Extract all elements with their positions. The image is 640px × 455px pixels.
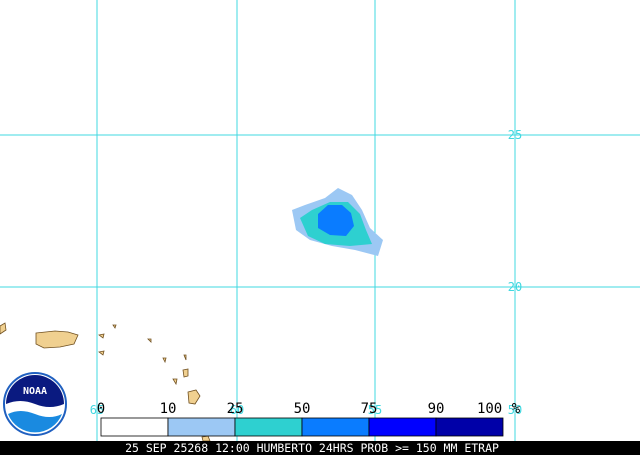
contour-50 — [318, 205, 354, 236]
colorbar-segment — [234, 417, 303, 437]
colorbar-label: 10 — [160, 401, 177, 417]
island — [187, 389, 201, 405]
noaa-logo: NOAA — [3, 372, 67, 436]
colorbar — [100, 417, 504, 437]
island — [98, 324, 117, 339]
lat-label: 20 — [508, 280, 522, 294]
colorbar-label: 90 — [428, 401, 445, 417]
lon-label: 60 — [230, 403, 244, 417]
colorbar-label: 50 — [294, 401, 311, 417]
lon-label: 55 — [368, 403, 382, 417]
logo-text: NOAA — [23, 386, 47, 397]
lat-label: 25 — [508, 128, 522, 142]
land — [0, 322, 211, 442]
logo-top — [6, 375, 64, 407]
lon-label: 50 — [508, 403, 522, 417]
footer-band — [0, 441, 640, 455]
island — [0, 322, 7, 335]
colorbar-segment — [301, 417, 370, 437]
colorbar-label: 75 — [361, 401, 378, 417]
colorbar-label: 25 — [227, 401, 244, 417]
island — [98, 338, 187, 364]
colorbar-segment — [100, 417, 169, 437]
colorbar-unit: % — [512, 401, 521, 417]
logo-bottom — [8, 411, 62, 433]
colorbar-segment — [167, 417, 236, 437]
island — [35, 330, 79, 349]
probability-area — [292, 188, 383, 256]
colorbar-label: 0 — [97, 401, 105, 417]
colorbar-labels: 0 10 25 50 75 90 100 — [97, 401, 502, 417]
grid-labels: 25 20 65 60 55 50 — [90, 128, 522, 417]
map-title: 25 SEP 25268 12:00 HUMBERTO 24HRS PROB >… — [125, 441, 499, 455]
lon-label: 65 — [90, 403, 104, 417]
legend: 0 10 25 50 75 90 100 % — [97, 401, 521, 437]
colorbar-segment — [368, 417, 437, 437]
island — [172, 368, 189, 386]
colorbar-label: 100 — [477, 401, 502, 417]
colorbar-segment — [435, 417, 504, 437]
graticule — [0, 0, 640, 441]
